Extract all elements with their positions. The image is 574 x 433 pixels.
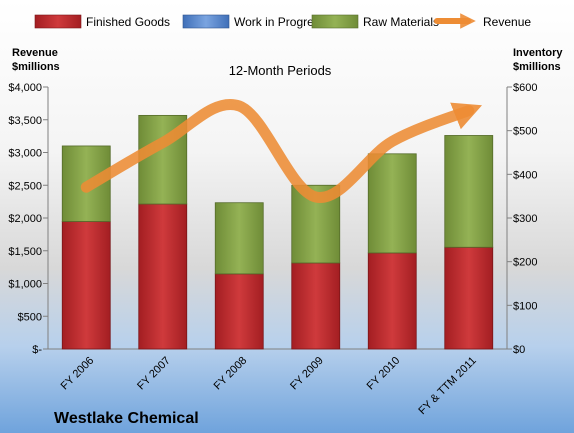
bar-finished-goods bbox=[291, 262, 341, 350]
left-tick-label: $- bbox=[32, 344, 42, 356]
left-tick-label: $3,000 bbox=[8, 148, 42, 160]
bar-raw-materials bbox=[444, 135, 494, 248]
left-tick-label: $500 bbox=[18, 311, 42, 323]
right-axis-ticks: $0 $100 $200 $300 $400 $500 $600 bbox=[507, 82, 537, 356]
legend-label-finished-goods: Finished Goods bbox=[86, 15, 170, 29]
legend-label-work-in-progress: Work in Progress bbox=[234, 15, 326, 29]
right-tick-label: $0 bbox=[513, 344, 525, 356]
legend-label-raw-materials: Raw Materials bbox=[363, 15, 439, 29]
left-tick-label: $1,000 bbox=[8, 279, 42, 291]
left-tick-label: $2,000 bbox=[8, 213, 42, 225]
revenue-point bbox=[238, 105, 240, 107]
left-axis-title-line2: $millions bbox=[12, 61, 60, 73]
left-tick-label: $1,500 bbox=[8, 246, 42, 258]
revenue-point bbox=[315, 196, 317, 198]
left-tick-label: $3,500 bbox=[8, 115, 42, 127]
bar-raw-materials bbox=[214, 202, 264, 275]
left-tick-label: $2,500 bbox=[8, 180, 42, 192]
right-tick-label: $100 bbox=[513, 300, 537, 312]
revenue-point bbox=[468, 110, 470, 112]
bar-finished-goods bbox=[138, 203, 188, 350]
bar-finished-goods bbox=[367, 252, 417, 350]
left-axis-ticks: $- $500 $1,000 $1,500 $2,000 $2,500 $3,000 $3,5… bbox=[8, 82, 48, 356]
right-tick-label: $500 bbox=[513, 126, 537, 138]
right-tick-label: $600 bbox=[513, 82, 537, 94]
legend-swatch-raw-materials bbox=[311, 14, 359, 29]
chart-subtitle: 12-Month Periods bbox=[229, 63, 332, 78]
right-tick-label: $300 bbox=[513, 213, 537, 225]
legend-swatch-work-in-progress bbox=[182, 14, 230, 29]
right-tick-label: $400 bbox=[513, 169, 537, 181]
company-name: Westlake Chemical bbox=[54, 410, 199, 427]
revenue-point bbox=[85, 186, 87, 188]
left-axis-title-line1: Revenue bbox=[12, 47, 58, 59]
bar-finished-goods bbox=[61, 221, 111, 350]
revenue-point bbox=[162, 142, 164, 144]
left-tick-label: $4,000 bbox=[8, 82, 42, 94]
legend-swatch-finished-goods bbox=[34, 14, 82, 29]
revenue-point bbox=[391, 140, 393, 142]
inventory-bars bbox=[61, 114, 494, 350]
legend: Finished Goods Work in Progress Raw Mate… bbox=[34, 13, 531, 29]
bar-finished-goods bbox=[444, 246, 494, 350]
right-tick-label: $200 bbox=[513, 257, 537, 269]
revenue-series bbox=[80, 98, 483, 203]
revenue-line bbox=[80, 98, 483, 203]
bar-finished-goods bbox=[214, 273, 264, 350]
right-axis-title-line1: Inventory bbox=[513, 47, 563, 59]
bar-raw-materials bbox=[367, 153, 417, 254]
legend-label-revenue: Revenue bbox=[483, 15, 531, 29]
right-axis-title-line2: $millions bbox=[513, 61, 561, 73]
